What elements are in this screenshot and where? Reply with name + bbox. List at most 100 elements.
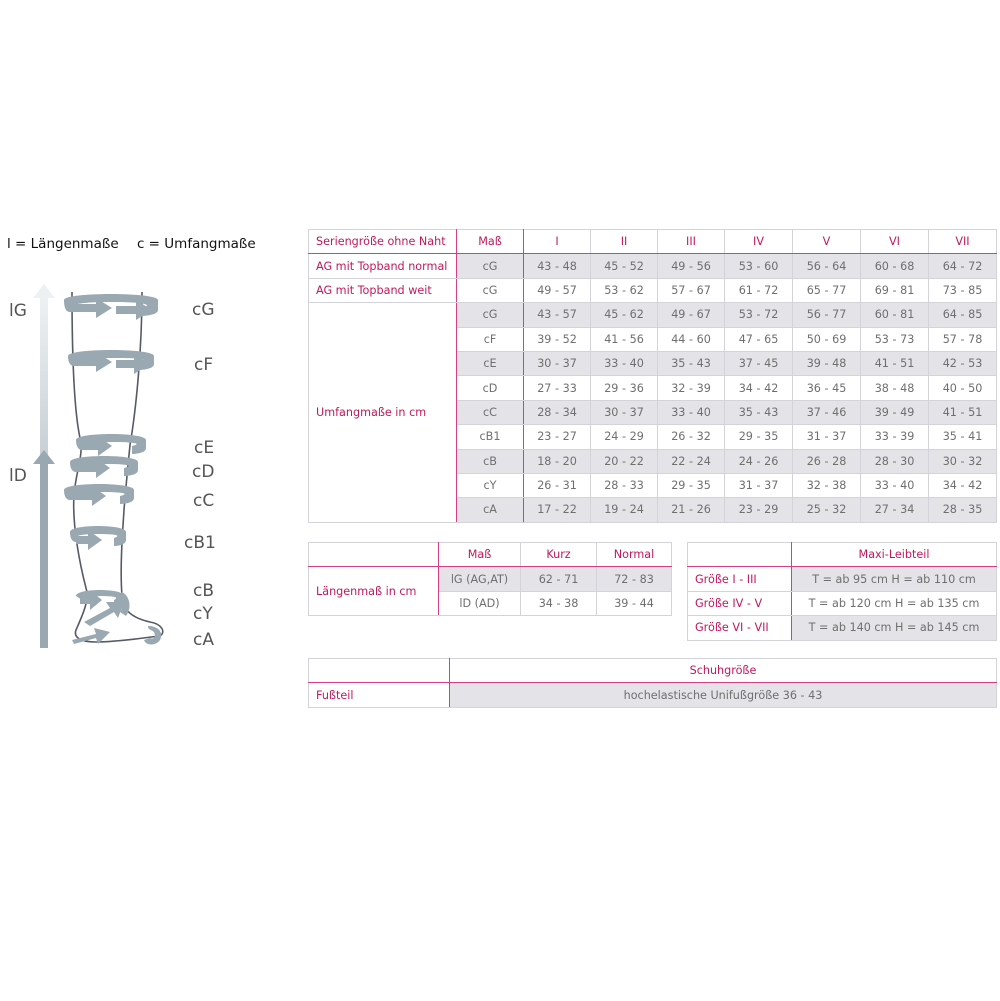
table-row: Größe I - III T = ab 95 cm H = ab 110 cm — [687, 566, 997, 592]
table-cell: 35 - 41 — [928, 424, 997, 450]
cF-band — [68, 350, 154, 374]
table-row: Umfangmaße in cm cG 43 - 57 45 - 62 49 -… — [308, 302, 997, 523]
cB1-band — [70, 526, 126, 550]
table-row: cB1 23 - 27 24 - 29 26 - 32 29 - 35 31 -… — [309, 424, 997, 450]
lG-label: lG — [9, 301, 27, 321]
table-cell: 39 - 44 — [596, 590, 672, 617]
table-cell: 31 - 37 — [792, 424, 861, 450]
table-cell: 20 - 22 — [590, 448, 658, 474]
table-cell: 53 - 72 — [724, 302, 793, 328]
table-cell: 44 - 60 — [657, 326, 725, 352]
table-cell: 41 - 51 — [860, 350, 929, 377]
table-cell: 21 - 26 — [657, 497, 725, 523]
table-cell: 47 - 65 — [724, 326, 793, 352]
row-measure: cE — [456, 350, 524, 377]
table-cell: 29 - 35 — [724, 424, 793, 450]
maxi-table-header: Maxi-Leibteil — [687, 541, 997, 568]
table-cell: 33 - 40 — [657, 399, 725, 426]
table-cell: 43 - 48 — [523, 253, 591, 279]
table-cell: T = ab 120 cm H = ab 135 cm — [791, 590, 997, 617]
table-row: cB 18 - 20 20 - 22 22 - 24 24 - 26 26 - … — [309, 448, 997, 474]
table-cell: 73 - 85 — [928, 277, 997, 304]
table-cell: 23 - 29 — [724, 497, 793, 523]
table-cell: 49 - 57 — [523, 277, 591, 304]
table-cell: 24 - 29 — [590, 424, 658, 450]
table-cell: 41 - 56 — [590, 326, 658, 352]
table-cell: 41 - 51 — [928, 399, 997, 426]
table-cell: 53 - 62 — [590, 277, 658, 304]
table-cell: 34 - 38 — [520, 590, 597, 617]
table-cell: 45 - 52 — [590, 253, 658, 279]
table-cell: 57 - 67 — [657, 277, 725, 304]
header-size: VII — [928, 228, 997, 255]
table-cell: 36 - 45 — [792, 375, 861, 401]
leg-diagram — [33, 284, 164, 648]
header-measure: Maß — [456, 228, 524, 255]
row-measure: lG (AG,AT) — [438, 566, 521, 592]
cG-band — [64, 294, 158, 320]
measurement-legend: l = Längenmaße c = Umfangmaße — [7, 236, 270, 252]
row-label: Größe VI - VII — [687, 615, 792, 641]
table-cell: 64 - 72 — [928, 253, 997, 279]
row-measure: cF — [456, 326, 524, 352]
table-cell: 26 - 31 — [523, 472, 591, 499]
table-cell: 28 - 33 — [590, 472, 658, 499]
row-measure: cB — [456, 448, 524, 474]
header-kurz: Kurz — [520, 541, 597, 568]
header-normal: Normal — [596, 541, 672, 568]
table-row: Größe IV - V T = ab 120 cm H = ab 135 cm — [687, 590, 997, 617]
cB1-label: cB1 — [184, 533, 216, 553]
cD-label: cD — [192, 462, 215, 482]
table-cell: 49 - 67 — [657, 302, 725, 328]
table-cell: 35 - 43 — [724, 399, 793, 426]
table-cell: 27 - 34 — [860, 497, 929, 523]
table-row: cF 39 - 52 41 - 56 44 - 60 47 - 65 50 - … — [309, 326, 997, 352]
table-cell: 61 - 72 — [724, 277, 793, 304]
table-cell: 30 - 37 — [590, 399, 658, 426]
table-row: cC 28 - 34 30 - 37 33 - 40 35 - 43 37 - … — [309, 399, 997, 426]
table-cell: 32 - 38 — [792, 472, 861, 499]
table-cell: 42 - 53 — [928, 350, 997, 377]
header-size: III — [657, 228, 725, 255]
row-measure: cD — [456, 375, 524, 401]
cA-label: cA — [193, 630, 214, 650]
length-legend: l = Längenmaße — [7, 236, 119, 252]
row-label: Größe IV - V — [687, 590, 792, 617]
row-measure: cG — [456, 277, 524, 304]
cC-label: cC — [193, 491, 215, 511]
row-measure: cC — [456, 399, 524, 426]
header-empty — [308, 657, 450, 684]
row-measure: cB1 — [456, 424, 524, 450]
table-row-ag-weit: AG mit Topband weit cG 49 - 57 53 - 62 5… — [308, 277, 997, 304]
header-size: II — [590, 228, 658, 255]
table-cell: 31 - 37 — [724, 472, 793, 499]
cC-band — [64, 484, 134, 506]
table-cell: T = ab 140 cm H = ab 145 cm — [791, 615, 997, 641]
cE-band — [76, 434, 146, 456]
header-empty — [687, 541, 792, 568]
table-cell: 34 - 42 — [928, 472, 997, 499]
cA-band — [72, 626, 162, 645]
table-cell: 56 - 77 — [792, 302, 861, 328]
lD-length-arrow — [33, 450, 55, 648]
table-cell: 24 - 26 — [724, 448, 793, 474]
table-row-ag-normal: AG mit Topband normal cG 43 - 48 45 - 52… — [308, 253, 997, 279]
table-cell: 45 - 62 — [590, 302, 658, 328]
size-table: Seriengröße ohne Naht Maß I II III IV V … — [308, 228, 997, 523]
table-cell: 34 - 42 — [724, 375, 793, 401]
row-label: AG mit Topband weit — [308, 277, 457, 304]
lD-label: lD — [9, 466, 27, 486]
table-cell: 57 - 78 — [928, 326, 997, 352]
table-cell: 64 - 85 — [928, 302, 997, 328]
table-cell: 22 - 24 — [657, 448, 725, 474]
size-table-header: Seriengröße ohne Naht Maß I II III IV V … — [308, 228, 997, 255]
header-measure: Maß — [438, 541, 521, 568]
table-cell: 33 - 39 — [860, 424, 929, 450]
table-cell: 33 - 40 — [860, 472, 929, 499]
header-maxi: Maxi-Leibteil — [791, 541, 997, 568]
table-cell: 39 - 48 — [792, 350, 861, 377]
table-cell: 72 - 83 — [596, 566, 672, 592]
table-cell: 19 - 24 — [590, 497, 658, 523]
cY-label: cY — [193, 604, 213, 624]
shoe-table: Schuhgröße Fußteil hochelastische Unifuß… — [308, 657, 997, 708]
